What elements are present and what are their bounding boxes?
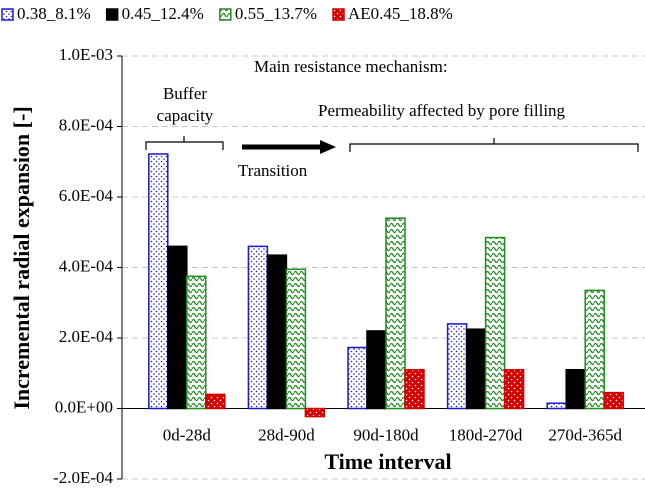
legend-label: AE0.45_18.8% <box>348 4 453 23</box>
x-axis-title: Time interval <box>324 449 451 474</box>
bar <box>347 346 368 410</box>
bar <box>247 245 269 410</box>
x-tick-label: 90d-180d <box>353 425 419 444</box>
bar <box>446 323 468 410</box>
legend-swatch <box>105 8 119 21</box>
annotation: Buffer <box>163 84 207 103</box>
y-tick-label: 4.0E-04 <box>59 256 114 275</box>
legend-swatch <box>219 8 232 21</box>
y-tick-label: 0.0E+00 <box>55 397 113 416</box>
bar <box>186 275 207 410</box>
bar <box>503 368 525 410</box>
bracket <box>145 136 224 150</box>
annotation: capacity <box>157 106 214 125</box>
annotation: Main resistance mechanism: <box>254 57 448 76</box>
legend-label: 0.55_13.7% <box>235 4 317 23</box>
legend-label: 0.38_8.1% <box>17 4 91 23</box>
y-axis-title: Incremental radial expansion [-] <box>9 106 34 409</box>
bar <box>167 245 188 410</box>
arrow-head <box>320 140 336 154</box>
bar <box>285 268 307 410</box>
bar <box>603 391 624 410</box>
bar <box>565 368 586 410</box>
y-tick-label: -2.0E-04 <box>53 468 113 487</box>
y-tick-label: 2.0E-04 <box>59 327 114 346</box>
bracket <box>349 138 639 152</box>
bar <box>385 217 406 410</box>
legend-swatch <box>332 8 345 21</box>
bar <box>584 289 605 410</box>
x-tick-label: 180d-270d <box>449 425 523 444</box>
bar <box>266 254 288 410</box>
bar <box>366 330 387 410</box>
x-tick-label: 270d-365d <box>548 425 622 444</box>
bar <box>465 328 487 410</box>
legend-swatch <box>1 8 14 21</box>
bar <box>546 402 567 410</box>
legend-label: 0.45_12.4% <box>122 4 204 23</box>
annotation: Transition <box>238 161 308 180</box>
y-tick-label: 6.0E-04 <box>59 186 114 205</box>
bar <box>205 393 226 410</box>
x-tick-label: 28d-90d <box>258 425 315 444</box>
y-tick-label: 1.0E-03 <box>59 45 113 64</box>
bar <box>484 236 506 410</box>
y-tick-label: 8.0E-04 <box>59 115 114 134</box>
x-tick-label: 0d-28d <box>163 425 212 444</box>
bar <box>404 368 425 410</box>
bar <box>304 407 326 418</box>
bar <box>148 153 169 410</box>
annotation: Permeability affected by pore filling <box>318 101 566 120</box>
